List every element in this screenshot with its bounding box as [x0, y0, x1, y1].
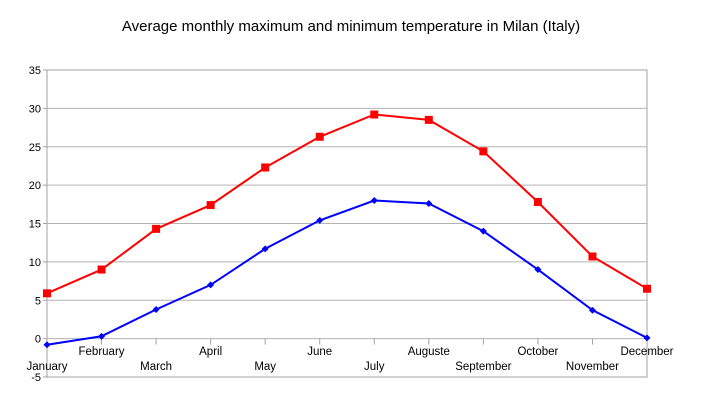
series-group [43, 110, 651, 349]
series-1-point [588, 252, 597, 261]
series-2-point [207, 281, 215, 289]
x-tick-label: October [517, 346, 558, 358]
series-2-point [43, 341, 51, 349]
x-tick-label: December [620, 346, 673, 358]
series-2-point [152, 305, 160, 313]
y-tick-label: -5 [31, 372, 41, 384]
x-tick-label: March [140, 361, 172, 373]
series-1-point [206, 201, 215, 210]
y-tick-label: 20 [29, 180, 41, 192]
series-line-2 [46, 199, 648, 346]
series-2-point [534, 266, 542, 274]
series-2-point [370, 196, 378, 204]
series-1-point [315, 132, 324, 141]
series-2-point [643, 334, 651, 342]
series-1-point [643, 284, 651, 293]
x-tick-label: January [27, 361, 68, 373]
y-tick-label: 5 [35, 295, 41, 307]
series-2-point [261, 245, 269, 253]
y-tick-label: 0 [35, 334, 41, 346]
x-tick-label: February [79, 346, 125, 358]
series-1-point [533, 198, 542, 207]
series-1-point [43, 289, 51, 298]
series-line-1 [46, 113, 648, 295]
series-1-point [152, 224, 161, 233]
x-tick-label: Auguste [408, 346, 450, 358]
series-2-point [425, 200, 433, 208]
series-1-point [97, 265, 106, 274]
x-tick-label: July [364, 361, 385, 373]
y-tick-label: 15 [29, 219, 41, 231]
y-tick-label: 25 [29, 142, 41, 154]
series-2-point [588, 306, 596, 314]
x-tick-label: May [254, 361, 276, 373]
series-1-point [424, 115, 433, 124]
x-tick-label: November [566, 361, 619, 373]
series-2-point [316, 216, 324, 224]
series-2-point [479, 227, 487, 235]
series-1-point [261, 163, 270, 172]
x-tick-label: September [455, 361, 511, 373]
x-tick-label: June [307, 346, 332, 358]
gridlines [47, 107, 647, 340]
y-axis: -5 0 5 10 15 20 25 30 35 [29, 65, 47, 384]
chart-title: Average monthly maximum and minimum temp… [122, 18, 580, 35]
y-tick-label: 30 [29, 103, 41, 115]
x-axis: January February March April May June July Augu… [27, 338, 674, 373]
series-1-point [479, 147, 488, 156]
x-tick-label: April [199, 346, 222, 358]
series-1-point [370, 110, 379, 119]
y-tick-label: 10 [29, 257, 41, 269]
series-2-point [98, 332, 106, 340]
y-tick-label: 35 [29, 65, 41, 77]
